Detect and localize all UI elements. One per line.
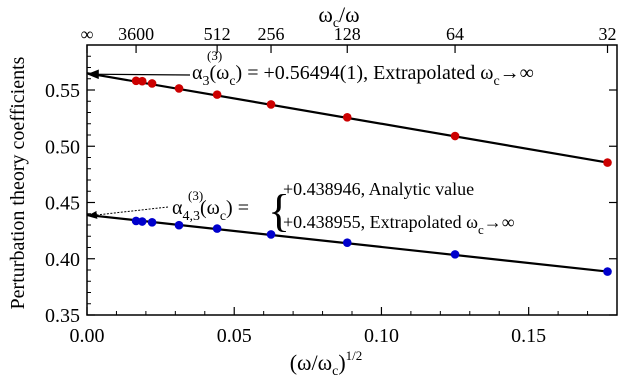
data-point-series-2 bbox=[603, 267, 612, 276]
x-tick-label: 0.10 bbox=[364, 325, 399, 347]
y-tick-label: 0.40 bbox=[45, 249, 80, 271]
data-point-series-2 bbox=[137, 217, 147, 226]
data-point-series-2 bbox=[147, 218, 157, 227]
alpha43-annotation: α4,3(ωc) = (3) { +0.438946, Analytic val… bbox=[87, 179, 515, 237]
axis-ticks-layer: 0.00 0.05 0.10 0.15 0.35 0.40 0.45 0.50 0.55 ∞ 360… bbox=[45, 24, 617, 347]
data-point-series-1 bbox=[147, 79, 157, 88]
y-tick-label: 0.50 bbox=[45, 136, 80, 158]
top-tick-label: 256 bbox=[258, 24, 285, 44]
top-tick-label: 3600 bbox=[118, 24, 154, 44]
y-tick-label: 0.45 bbox=[45, 193, 80, 215]
alpha43-arrow bbox=[87, 206, 169, 219]
data-point-series-1 bbox=[450, 131, 460, 141]
alpha43-extrapolated-line: +0.438955, Extrapolated ωc→∞ bbox=[283, 212, 515, 237]
top-tick-label: 32 bbox=[599, 24, 617, 44]
x-tick-label: 0.00 bbox=[70, 325, 105, 347]
data-point-series-1 bbox=[603, 158, 612, 167]
alpha43-label: α4,3(ωc) = bbox=[172, 197, 249, 224]
alpha3-label: α3(ωc) = +0.56494(1), Extrapolated ωc→∞ bbox=[192, 62, 534, 89]
data-point-series-1 bbox=[342, 113, 352, 122]
data-point-series-2 bbox=[212, 224, 222, 233]
alpha3-superscript: (3) bbox=[207, 48, 222, 63]
plot-frame bbox=[86, 44, 618, 316]
top-tick-label: 64 bbox=[446, 24, 464, 44]
data-point-series-2 bbox=[174, 220, 184, 230]
data-point-series-2 bbox=[342, 238, 352, 247]
x-tick-label: 0.05 bbox=[217, 325, 252, 347]
data-point-series-2 bbox=[450, 250, 460, 259]
alpha3-arrow bbox=[86, 69, 191, 80]
top-tick-label: ∞ bbox=[81, 24, 94, 44]
x-tick-label: 0.15 bbox=[511, 325, 546, 347]
data-point-series-2 bbox=[266, 230, 276, 239]
y-tick-label: 0.35 bbox=[45, 305, 80, 327]
y-tick-label: 0.55 bbox=[45, 80, 80, 102]
y-axis-title: Perturbation theory coefficients bbox=[7, 56, 29, 309]
data-points-layer bbox=[131, 76, 612, 276]
data-point-series-1 bbox=[212, 90, 222, 99]
alpha43-superscript: (3) bbox=[188, 188, 203, 203]
data-point-series-1 bbox=[266, 100, 276, 109]
alpha43-brace: { bbox=[268, 185, 290, 236]
data-point-series-1 bbox=[174, 84, 184, 93]
x-axis-title: (ω/ωc)1/2 bbox=[290, 348, 363, 379]
top-tick-label: 512 bbox=[204, 24, 231, 44]
data-point-series-1 bbox=[131, 76, 141, 86]
alpha3-annotation: α3(ωc) = +0.56494(1), Extrapolated ωc→∞ … bbox=[86, 48, 534, 89]
top-tick-label: 128 bbox=[334, 24, 361, 44]
data-point-series-1 bbox=[137, 76, 147, 86]
alpha43-analytic-line: +0.438946, Analytic value bbox=[283, 179, 474, 199]
top-axis-title: ωc/ω bbox=[318, 2, 359, 31]
